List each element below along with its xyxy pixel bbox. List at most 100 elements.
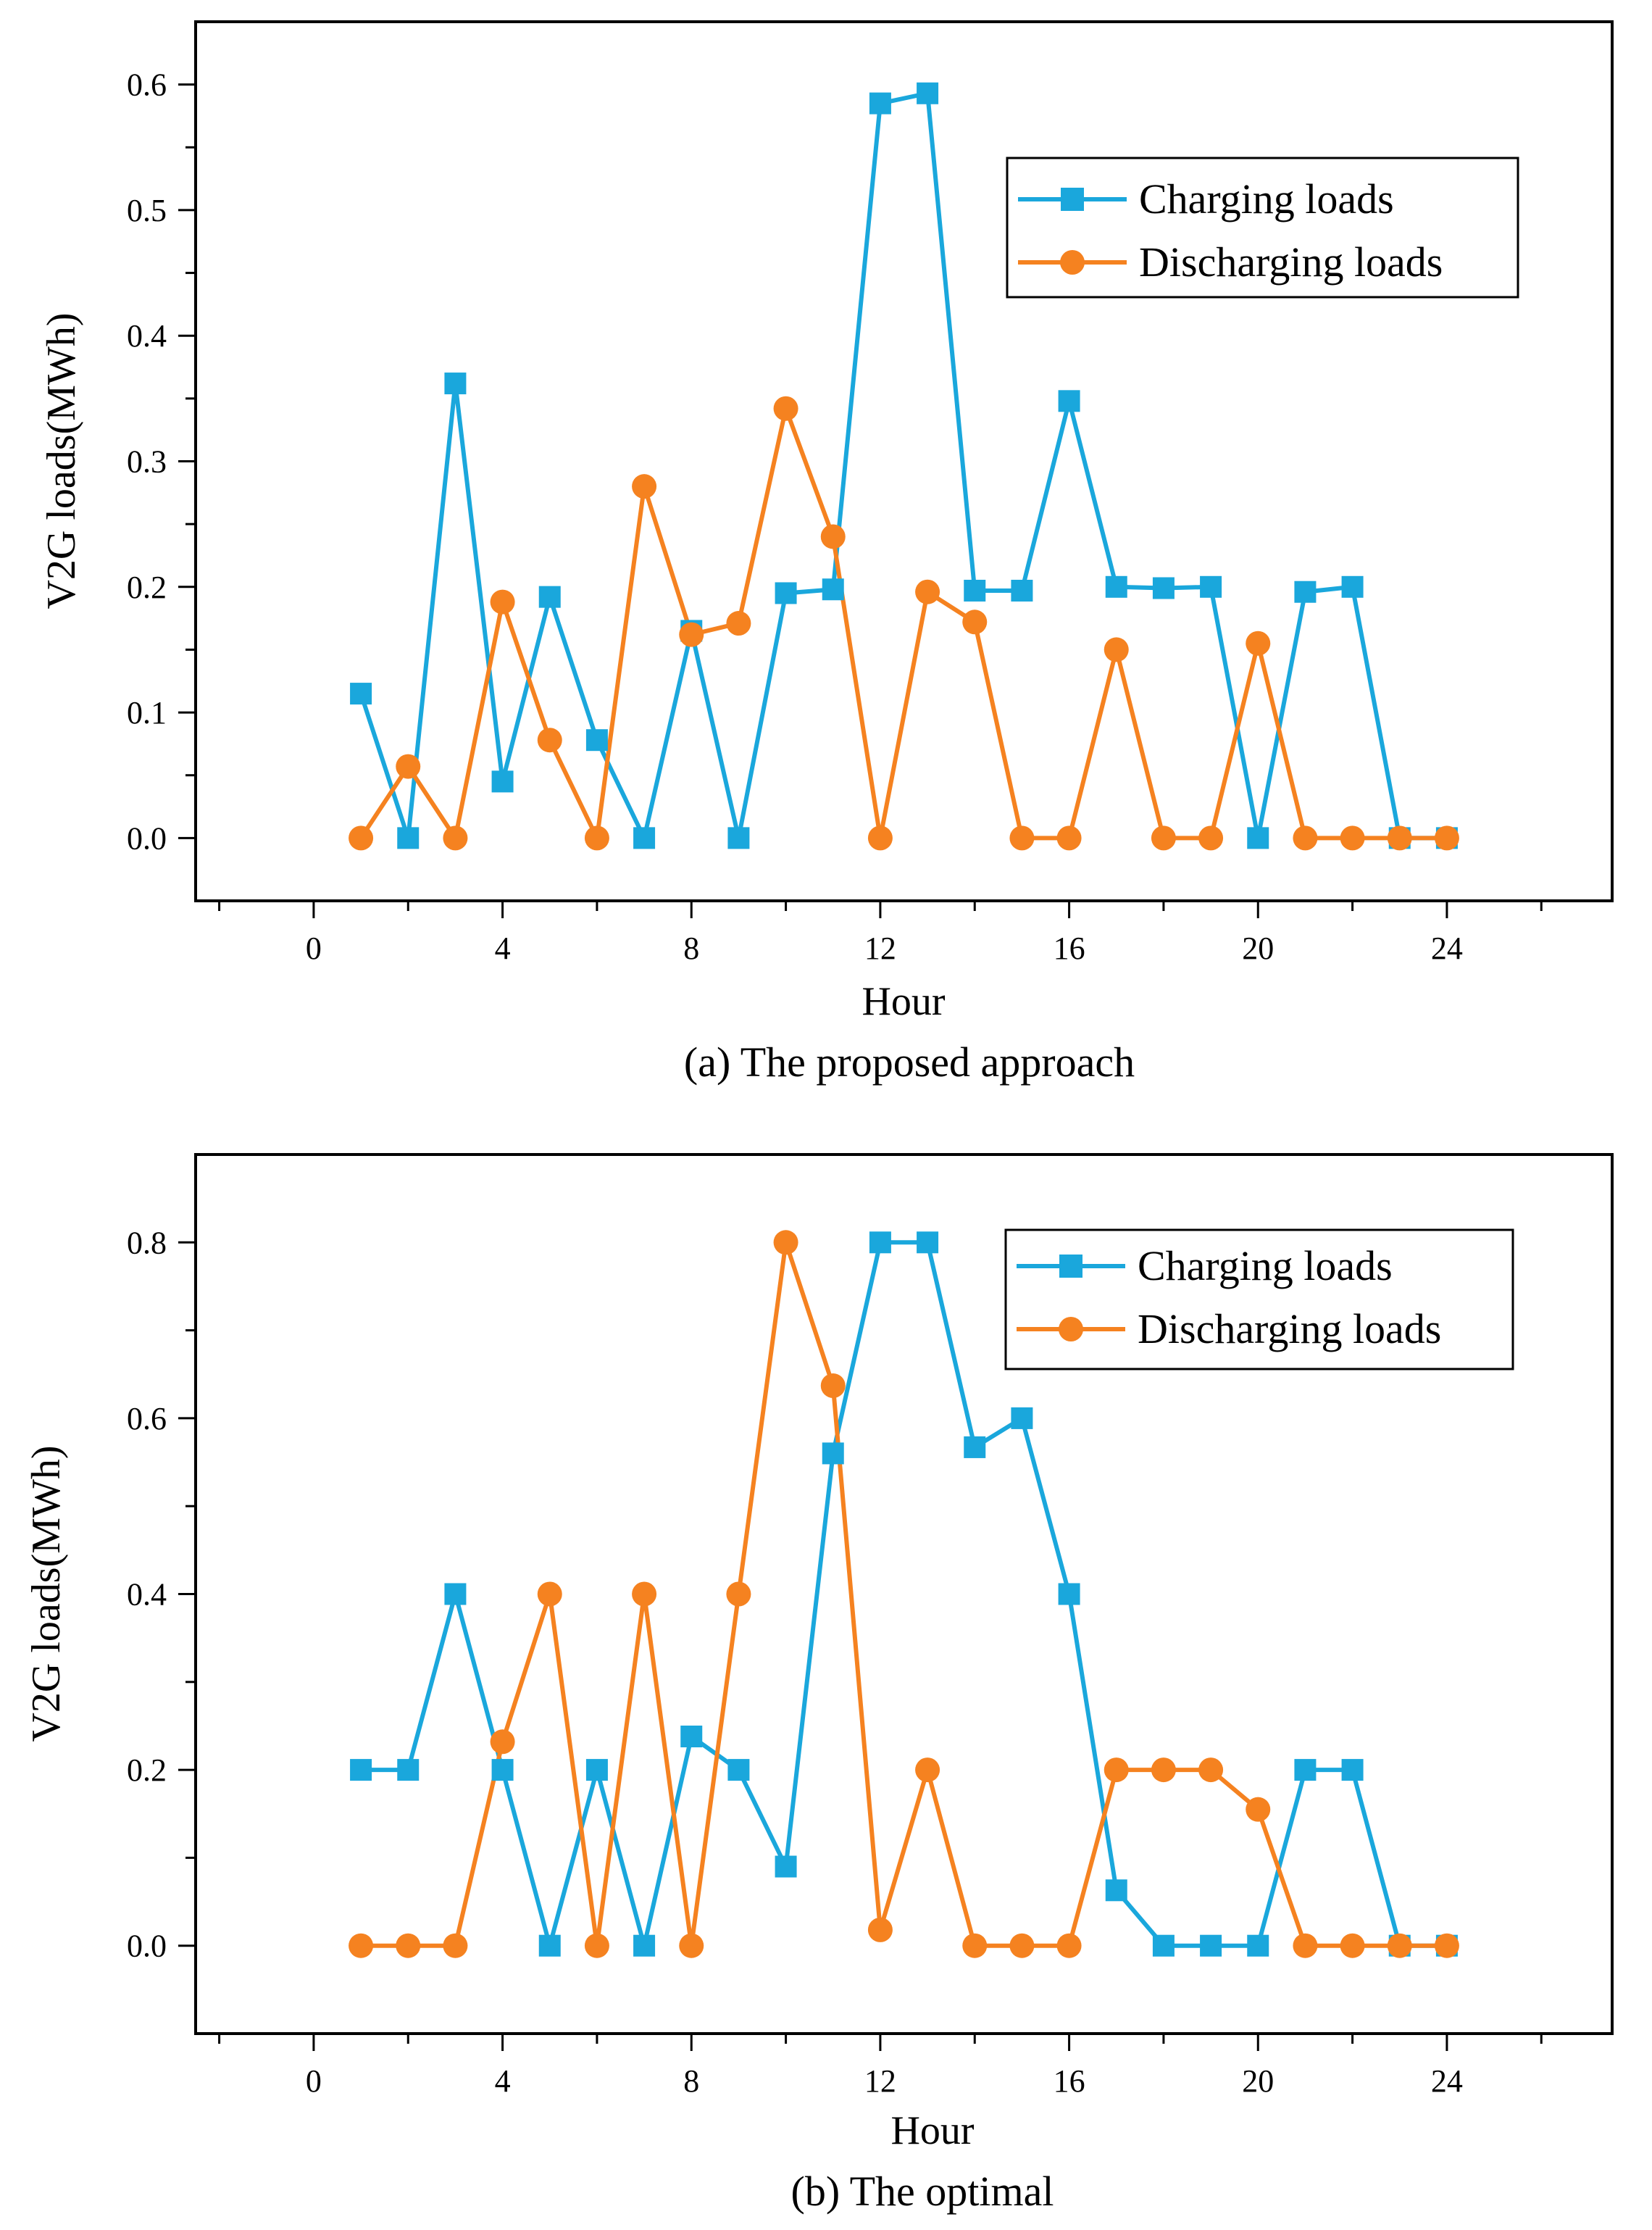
discharging-loads-point — [396, 1933, 421, 1958]
discharging-loads-point — [1198, 1757, 1224, 1783]
discharging-loads-point — [726, 611, 751, 636]
discharging-loads-point — [915, 579, 940, 604]
charging-loads-point — [1294, 1759, 1317, 1781]
charging-loads-line — [361, 1240, 1447, 1948]
charging-loads-point — [727, 827, 750, 849]
charging-loads-point — [1152, 577, 1175, 599]
discharging-loads-point — [1387, 1933, 1412, 1958]
legend-charging-label: Charging loads — [1139, 175, 1394, 222]
discharging-loads-point — [584, 1933, 609, 1958]
discharging-loads-point — [1434, 1933, 1459, 1958]
series-lines — [361, 1240, 1447, 1948]
charging-loads-point — [964, 579, 986, 602]
charging-loads-point — [1200, 1934, 1222, 1957]
legend-box — [1006, 157, 1519, 299]
discharging-loads-point — [584, 825, 609, 851]
x-axis-label: Hour — [890, 2108, 974, 2153]
x-tick-label: 20 — [1242, 931, 1274, 966]
charging-loads-point — [1011, 1407, 1033, 1429]
series-markers — [349, 1230, 1459, 1958]
y-tick-label: 0.4 — [127, 318, 167, 354]
charging-loads-point — [1341, 1759, 1364, 1781]
discharging-loads-point — [349, 1933, 374, 1958]
discharging-loads-point — [490, 589, 515, 615]
charging-loads-point — [1058, 1583, 1080, 1605]
discharging-loads-point — [537, 1581, 562, 1607]
y-tick-label: 0.3 — [127, 444, 167, 480]
charging-loads-point — [538, 586, 561, 608]
legend: Charging loads Discharging loads — [1004, 1228, 1514, 1370]
x-tick-label: 16 — [1054, 2063, 1085, 2099]
x-tick-label: 12 — [864, 931, 896, 966]
y-tick-label: 0.0 — [127, 1929, 167, 1964]
charging-loads-point — [1105, 1879, 1127, 1902]
charging-loads-point — [1247, 1934, 1269, 1957]
charging-loads-point — [869, 92, 891, 115]
discharging-loads-line — [359, 406, 1447, 841]
y-tick-label: 0.8 — [127, 1225, 167, 1260]
discharging-loads-point — [867, 825, 893, 851]
y-axis-label: V2G loads(MWh) — [24, 1445, 69, 1742]
discharging-loads-point — [1056, 825, 1082, 851]
x-tick-label: 8 — [683, 2063, 699, 2099]
chart-caption-b: (b) The optimal — [791, 2168, 1054, 2215]
discharging-loads-point — [962, 1933, 988, 1958]
tick-labels: 0 4 8 12 16 20 24 0.0 0.2 0.4 0.6 0.8 — [127, 1225, 1463, 2099]
discharging-loads-point — [443, 825, 468, 851]
discharging-loads-point — [773, 396, 798, 421]
x-tick-label: 24 — [1431, 2063, 1463, 2099]
charging-loads-point — [350, 1759, 372, 1781]
y-tick-label: 0.0 — [127, 820, 167, 856]
y-tick-label: 0.2 — [127, 1752, 167, 1788]
x-tick-label: 24 — [1431, 931, 1463, 966]
y-tick-label: 0.6 — [127, 67, 167, 103]
charging-loads-point — [350, 683, 372, 705]
discharging-loads-point — [1104, 637, 1129, 662]
charging-loads-point — [964, 1436, 986, 1458]
y-tick-label: 0.4 — [127, 1577, 167, 1613]
charging-loads-point — [633, 1934, 656, 1957]
chart-panel-b: 0 4 8 12 16 20 24 0.0 0.2 0.4 0.6 0.8 Hour V2G load… — [24, 1153, 1614, 2215]
charging-loads-point — [775, 582, 797, 604]
x-tick-label: 0 — [306, 931, 322, 966]
discharging-loads-point — [1151, 825, 1176, 851]
tick-marks — [178, 1241, 1543, 2051]
charging-loads-point — [917, 82, 939, 104]
legend-discharging-label: Discharging loads — [1139, 238, 1443, 286]
y-tick-label: 0.2 — [127, 570, 167, 605]
discharging-loads-point — [1246, 631, 1271, 656]
charging-loads-point — [491, 770, 514, 793]
x-tick-label: 16 — [1054, 931, 1085, 966]
charging-loads-point — [538, 1934, 561, 1957]
discharging-loads-point — [1340, 825, 1365, 851]
charging-loads-point — [775, 1855, 797, 1878]
x-tick-label: 8 — [683, 931, 699, 966]
charging-loads-point — [1058, 390, 1080, 412]
discharging-loads-point — [396, 754, 421, 779]
y-tick-label: 0.5 — [127, 193, 167, 228]
discharging-loads-point — [962, 609, 988, 635]
discharging-loads-point — [1246, 1797, 1271, 1822]
legend-discharging-marker — [1060, 250, 1085, 275]
x-axis-label: Hour — [862, 979, 945, 1024]
discharging-loads-point — [773, 1230, 798, 1255]
charging-loads-point — [444, 1583, 467, 1605]
charging-loads-point — [727, 1759, 750, 1781]
discharging-loads-point — [679, 622, 704, 647]
charging-loads-point — [1011, 579, 1033, 602]
discharging-loads-point — [1104, 1757, 1129, 1783]
charging-loads-point — [1294, 581, 1317, 603]
discharging-loads-point — [820, 1373, 846, 1399]
legend-charging-label: Charging loads — [1138, 1242, 1393, 1289]
discharging-loads-point — [867, 1917, 893, 1942]
discharging-loads-point — [1009, 825, 1035, 851]
discharging-loads-point — [1293, 1933, 1318, 1958]
legend-charging-marker — [1061, 188, 1084, 211]
discharging-loads-point — [1009, 1933, 1035, 1958]
x-tick-label: 4 — [495, 2063, 511, 2099]
charging-loads-point — [917, 1231, 939, 1254]
series-lines — [359, 91, 1447, 841]
charging-loads-point — [633, 827, 656, 849]
discharging-loads-point — [632, 1581, 657, 1607]
discharging-loads-point — [1151, 1757, 1176, 1783]
